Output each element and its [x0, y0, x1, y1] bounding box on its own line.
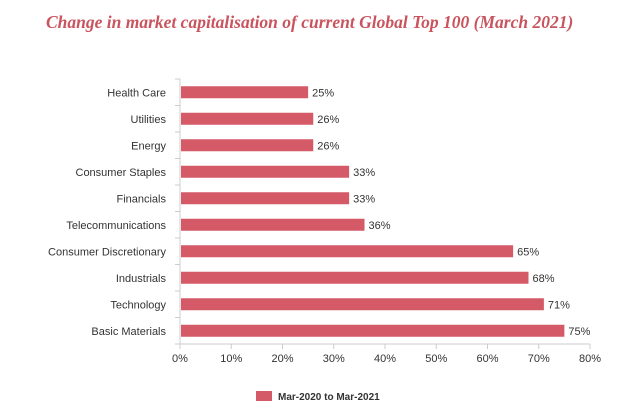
bar: [181, 86, 309, 99]
data-label: 68%: [533, 273, 555, 285]
data-label: 75%: [568, 326, 590, 338]
category-label: Financials: [116, 193, 166, 205]
data-label: 26%: [317, 114, 339, 126]
data-label: 25%: [312, 87, 334, 99]
x-tick-label: 40%: [374, 353, 396, 365]
x-tick-label: 30%: [323, 353, 345, 365]
bar: [181, 271, 529, 284]
data-label: 26%: [317, 140, 339, 152]
legend: Mar-2020 to Mar-2021: [256, 391, 380, 403]
legend-swatch: [256, 391, 272, 401]
bar: [181, 165, 350, 178]
data-label: 71%: [548, 299, 570, 311]
x-tick-label: 80%: [579, 353, 601, 365]
category-label: Health Care: [107, 87, 166, 99]
x-tick-label: 10%: [220, 353, 242, 365]
bar: [181, 218, 365, 231]
category-label: Utilities: [131, 114, 167, 126]
x-tick-label: 70%: [528, 353, 550, 365]
x-tick-label: 0%: [172, 353, 188, 365]
bar: [181, 139, 314, 152]
chart-title: Change in market capitalisation of curre…: [46, 12, 574, 32]
category-label: Basic Materials: [91, 326, 166, 338]
bar: [181, 192, 350, 205]
category-label: Telecommunications: [66, 220, 166, 232]
bar: [181, 112, 314, 125]
x-tick-label: 60%: [476, 353, 498, 365]
bar: [181, 245, 514, 258]
plot-area: 0% 10% 20% 30% 40% 50% 60% 70% 80% Health Care 25%…: [48, 78, 601, 365]
category-label: Consumer Discretionary: [48, 246, 166, 258]
category-label: Consumer Staples: [76, 167, 167, 179]
category-label: Industrials: [116, 273, 167, 285]
bar: [181, 298, 544, 311]
category-label: Energy: [131, 140, 166, 152]
data-label: 33%: [353, 193, 375, 205]
x-tick-label: 20%: [271, 353, 293, 365]
data-label: 65%: [517, 246, 539, 258]
bar: [181, 324, 565, 337]
category-label: Technology: [110, 299, 166, 311]
legend-label: Mar-2020 to Mar-2021: [278, 392, 380, 403]
data-label: 36%: [369, 220, 391, 232]
data-label: 33%: [353, 167, 375, 179]
x-tick-label: 50%: [425, 353, 447, 365]
